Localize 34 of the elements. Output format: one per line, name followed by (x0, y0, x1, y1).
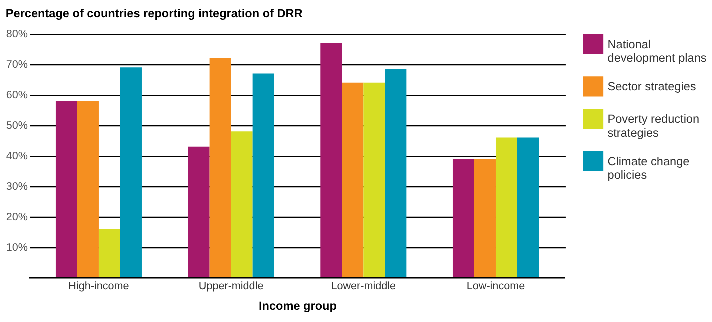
bar (56, 101, 78, 278)
bar (342, 82, 364, 278)
y-tick-label: 60% (6, 90, 28, 102)
y-tick-label: 80% (6, 28, 28, 41)
bar (364, 82, 386, 278)
legend-label: National development plans (608, 37, 707, 66)
y-tick-label: 30% (6, 180, 28, 193)
x-axis-title: Income group (258, 298, 337, 313)
legend-label: Sector strategies (608, 80, 696, 94)
chart-title: Percentage of countries reporting integration of DRR (6, 6, 304, 20)
y-tick-label: 50% (6, 120, 28, 132)
bar (496, 138, 518, 278)
x-tick-label: Upper-middle (198, 280, 264, 292)
bar (517, 138, 539, 278)
bar (452, 159, 474, 278)
y-tick-label: 10% (6, 242, 28, 254)
bar (474, 159, 496, 278)
x-tick-label: Lower-middle (331, 280, 396, 292)
bar (77, 101, 99, 278)
bar (210, 58, 232, 278)
bar (120, 68, 142, 278)
bar (252, 74, 274, 278)
y-tick-label: 20% (6, 211, 28, 224)
y-tick-label: 40% (6, 150, 28, 162)
bar (385, 69, 407, 278)
x-tick-label: Low-income (466, 280, 526, 292)
y-tick-label: 70% (6, 59, 28, 72)
bar (188, 146, 210, 278)
bar (231, 132, 253, 278)
legend-label: Climate change policies (608, 154, 690, 182)
legend-label: Poverty reduction strategies (608, 112, 700, 140)
bar (320, 43, 342, 278)
x-tick-label: High-income (68, 280, 130, 292)
bar (98, 229, 120, 278)
